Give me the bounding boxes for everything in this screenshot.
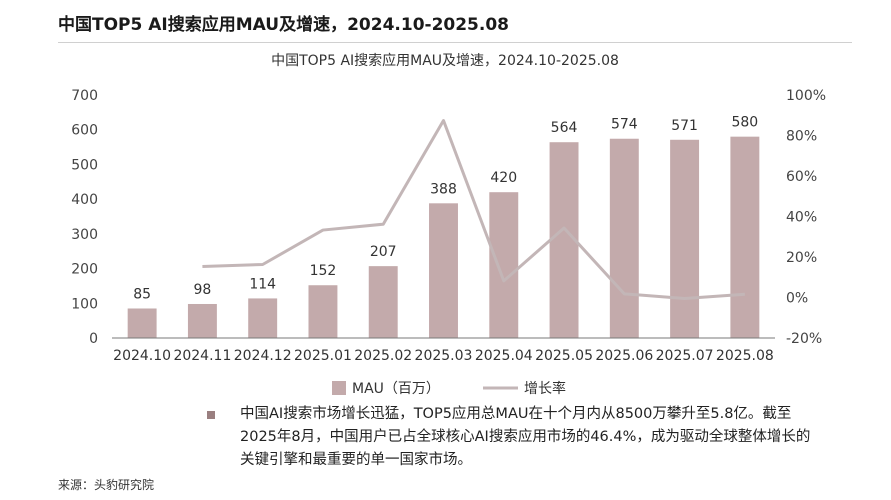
mau-bar bbox=[489, 192, 519, 338]
left-axis-tick-label: 200 bbox=[71, 262, 98, 278]
left-axis-tick-label: 300 bbox=[71, 227, 98, 243]
mau-bar bbox=[429, 203, 458, 338]
category-tick-label: 2025.04 bbox=[475, 348, 533, 364]
chart-title: 中国TOP5 AI搜索应用MAU及增速，2024.10-2025.08 bbox=[271, 52, 619, 69]
mau-bar bbox=[730, 136, 760, 338]
mau-data-label: 98 bbox=[193, 282, 211, 298]
legend: MAU（百万） 增长率 bbox=[332, 380, 566, 397]
left-axis-tick-label: 700 bbox=[71, 88, 98, 104]
mau-bar bbox=[609, 138, 639, 338]
right-axis-tick-label: 100% bbox=[786, 88, 826, 104]
category-tick-label: 2025.05 bbox=[535, 348, 593, 364]
mau-data-label: 574 bbox=[611, 117, 638, 133]
category-tick-label: 2025.03 bbox=[415, 348, 473, 364]
left-axis-tick-label: 500 bbox=[71, 157, 98, 173]
mau-bar bbox=[248, 298, 278, 338]
right-axis-tick-label: 80% bbox=[786, 129, 817, 145]
category-tick-label: 2024.11 bbox=[173, 348, 231, 364]
mau-bar bbox=[308, 285, 338, 338]
category-tick-label: 2025.07 bbox=[656, 348, 714, 364]
mau-bar bbox=[187, 303, 217, 338]
mau-data-label: 114 bbox=[249, 276, 276, 292]
left-axis-tick-label: 100 bbox=[71, 296, 98, 312]
mau-data-label: 571 bbox=[671, 118, 698, 134]
category-tick-label: 2025.02 bbox=[354, 348, 412, 364]
mau-data-label: 388 bbox=[430, 181, 457, 197]
category-tick-label: 2025.06 bbox=[595, 348, 653, 364]
mau-growth-chart: 中国TOP5 AI搜索应用MAU及增速，2024.10-2025.08 0 100… bbox=[71, 52, 826, 397]
growth-rate-line bbox=[202, 119, 745, 301]
right-axis-tick-label: -20% bbox=[786, 331, 822, 347]
category-tick-label: 2025.01 bbox=[294, 348, 352, 364]
page-title: 中国TOP5 AI搜索应用MAU及增速，2024.10-2025.08 bbox=[58, 15, 510, 35]
note-bullet bbox=[207, 411, 215, 419]
category-tick-label: 2024.10 bbox=[113, 348, 171, 364]
legend-swatch-mau bbox=[332, 381, 346, 395]
mau-data-label: 207 bbox=[370, 244, 397, 260]
source-text: 来源：头豹研究院 bbox=[58, 478, 155, 492]
left-axis-tick-label: 600 bbox=[71, 123, 98, 139]
right-axis-tick-label: 60% bbox=[786, 169, 817, 185]
mau-data-label: 564 bbox=[551, 120, 578, 136]
category-tick-label: 2024.12 bbox=[234, 348, 292, 364]
left-axis-tick-label: 0 bbox=[89, 331, 98, 347]
right-axis-tick-label: 20% bbox=[786, 250, 817, 266]
mau-bar bbox=[670, 139, 700, 338]
category-tick-label: 2025.08 bbox=[716, 348, 774, 364]
mau-data-label: 580 bbox=[731, 115, 758, 131]
note-text: 中国AI搜索市场增长迅猛，TOP5应用总MAU在十个月内从8500万攀升至5.8… bbox=[240, 406, 811, 468]
right-axis-tick-label: 40% bbox=[786, 210, 817, 226]
legend-label-growth: 增长率 bbox=[524, 380, 566, 397]
title-divider bbox=[58, 42, 852, 43]
mau-bar bbox=[127, 308, 157, 338]
mau-data-label: 152 bbox=[310, 263, 337, 279]
mau-bar bbox=[368, 266, 398, 338]
mau-data-label: 85 bbox=[133, 286, 151, 302]
mau-data-label: 420 bbox=[490, 170, 517, 186]
legend-label-mau: MAU（百万） bbox=[352, 381, 440, 397]
right-axis-tick-label: 0% bbox=[786, 291, 808, 307]
left-axis-tick-label: 400 bbox=[71, 192, 98, 208]
